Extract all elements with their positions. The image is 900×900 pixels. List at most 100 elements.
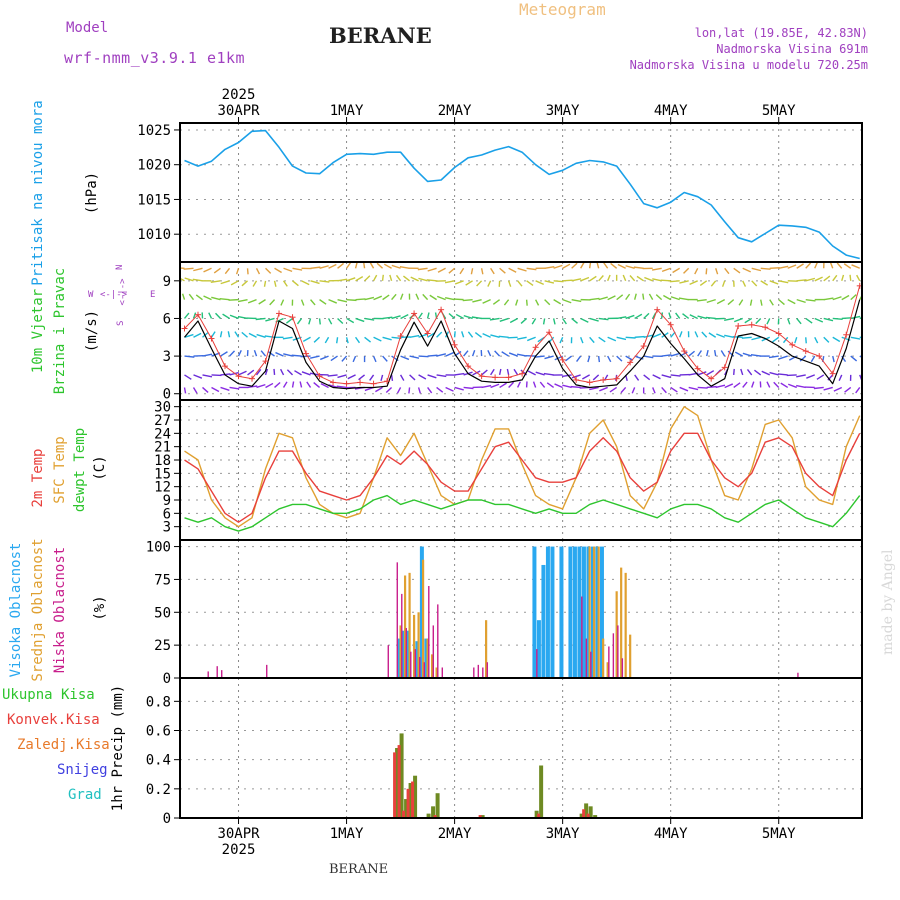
- wind-arrow: [301, 371, 311, 376]
- wind-arrow: [337, 262, 345, 269]
- wind-arrow: [403, 275, 411, 282]
- wind-ytick-label: 9: [163, 274, 171, 290]
- wind-arrow: [355, 298, 366, 301]
- wind-arrow: [184, 277, 194, 282]
- wind-arrow: [581, 374, 590, 380]
- cloud-low-bar: [581, 596, 583, 678]
- wind-arrow: [282, 280, 288, 287]
- precip-convective-bar: [433, 815, 437, 818]
- wind-arrow: [426, 279, 437, 282]
- wind-arrow: [258, 299, 266, 305]
- wind-arrow: [571, 278, 582, 282]
- wind-arrow: [202, 386, 209, 393]
- wind-arrow: [724, 317, 734, 321]
- wind-arrow: [318, 318, 321, 325]
- wind-arrow: [461, 331, 465, 338]
- wind-arrow: [418, 277, 428, 282]
- wind-arrow: [760, 299, 763, 306]
- wind-arrow: [766, 381, 771, 388]
- wind-arrow: [715, 384, 726, 389]
- cloud-mid-bar: [417, 612, 420, 678]
- temperature-unit: (C): [92, 455, 108, 480]
- wind-arrow: [838, 374, 843, 381]
- wind-arrow: [471, 316, 482, 320]
- wind-arrow: [562, 279, 573, 282]
- wind-arrow: [843, 263, 852, 269]
- cloud-mid-bar: [629, 634, 632, 678]
- wind-arrow: [733, 368, 735, 375]
- wind-arrow: [345, 337, 349, 344]
- wind-arrow: [282, 381, 288, 388]
- wind-arrow: [805, 262, 812, 269]
- cloud-low-bar: [432, 625, 434, 678]
- wind-arrow: [643, 355, 654, 359]
- wind-arrow: [716, 299, 726, 305]
- wind-arrow: [833, 386, 843, 392]
- wind-speed-line: [184, 299, 861, 390]
- bottom-day-label: 1MAY: [330, 826, 364, 842]
- wind-arrow: [476, 280, 483, 287]
- wind-arrow: [588, 262, 592, 269]
- wind-arrow: [265, 317, 275, 322]
- wind-arrow: [663, 294, 672, 301]
- wind-arrow: [501, 351, 509, 357]
- precip-ytick-label: 0.8: [146, 694, 171, 710]
- wind-arrow: [694, 267, 699, 275]
- wind-arrow: [203, 295, 212, 301]
- wind-arrow: [562, 318, 567, 325]
- wind-arrow: [247, 385, 258, 389]
- wind-arrow: [474, 332, 483, 338]
- wind-arrow: [369, 374, 375, 381]
- temperature-t2m-line: [184, 432, 861, 523]
- wind-arrow: [327, 318, 333, 325]
- wind-arrow: [418, 312, 423, 319]
- wind-arrow: [841, 317, 852, 320]
- wind-arrow: [220, 373, 231, 376]
- wind-arrow: [751, 267, 762, 272]
- temperature-dewpt-ylabel: dewpt Temp: [72, 428, 88, 512]
- wind-arrow: [246, 268, 249, 275]
- wind-arrow: [805, 277, 816, 282]
- wind-arrow: [607, 336, 617, 342]
- cloud-low-bar: [617, 625, 619, 678]
- wind-arrow: [678, 297, 689, 301]
- wind-arrow: [445, 386, 454, 392]
- wind-arrow: [355, 276, 364, 282]
- wind-arrow: [705, 268, 708, 275]
- wind-arrow: [202, 374, 213, 378]
- cloud-low-bar: [387, 645, 389, 678]
- wind-arrow: [472, 298, 482, 303]
- top-day-label: 1MAY: [330, 103, 364, 119]
- precip-total-bar: [534, 810, 539, 818]
- wind-arrow: [408, 387, 411, 394]
- pressure-ytick-label: 1025: [137, 123, 171, 139]
- wind-arrow: [513, 368, 519, 376]
- wind-arrow: [670, 374, 681, 377]
- wind-arrow: [589, 297, 600, 301]
- wind-arrow: [192, 312, 197, 319]
- cloud-low-bar: [266, 664, 268, 678]
- cloud-high-bar: [599, 546, 604, 678]
- wind-arrow: [706, 298, 716, 304]
- wind-arrow: [382, 316, 393, 320]
- wind-arrow: [796, 318, 802, 325]
- wind-arrow: [836, 262, 843, 269]
- wind-arrow: [489, 317, 500, 321]
- wind-arrow: [269, 299, 276, 306]
- cloud-mid-bar: [615, 591, 618, 678]
- elevation-info: Nadmorska Visina 691m: [716, 42, 868, 56]
- wind-arrow: [382, 294, 390, 301]
- wind-arrow: [527, 370, 536, 376]
- wind-arrow: [364, 296, 375, 301]
- wind-arrow: [746, 369, 753, 376]
- wind-arrow: [256, 383, 266, 389]
- wind-arrow: [418, 355, 429, 358]
- wind-arrow: [672, 267, 681, 274]
- precip-total-bar: [480, 815, 485, 818]
- wind-arrow: [688, 350, 696, 357]
- cloud-high-bar: [536, 620, 541, 678]
- wind-arrow: [643, 334, 654, 338]
- cloud-low-bar: [410, 651, 412, 678]
- wind-arrow: [616, 294, 624, 301]
- wind-arrow: [544, 266, 555, 269]
